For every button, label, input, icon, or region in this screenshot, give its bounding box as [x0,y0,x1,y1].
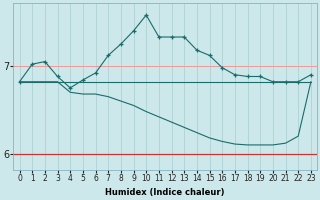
X-axis label: Humidex (Indice chaleur): Humidex (Indice chaleur) [106,188,225,197]
